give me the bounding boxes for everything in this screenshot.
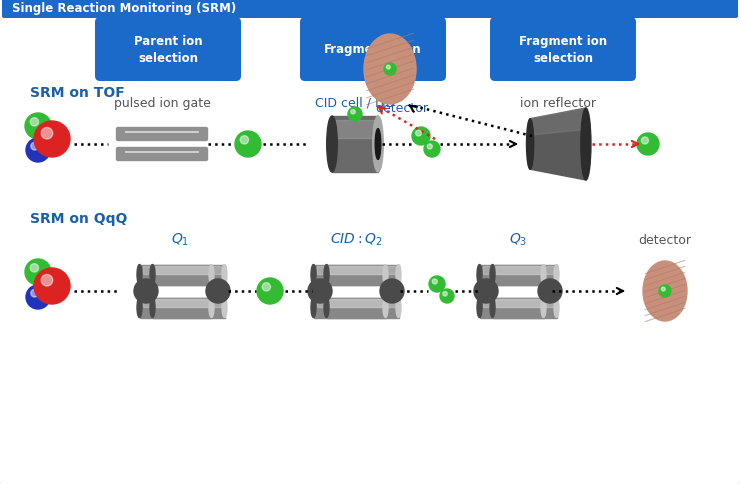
Ellipse shape	[209, 298, 214, 318]
Ellipse shape	[477, 265, 482, 285]
Text: CID cell / LID: CID cell / LID	[315, 97, 395, 110]
Bar	[493, 298, 556, 318]
Circle shape	[384, 64, 396, 76]
Circle shape	[30, 264, 38, 272]
Text: SRM on TOF: SRM on TOF	[30, 86, 125, 100]
Text: SRM on QqQ: SRM on QqQ	[30, 212, 127, 226]
Ellipse shape	[311, 298, 316, 318]
Bar	[317, 266, 383, 274]
Bar	[482, 266, 540, 274]
Text: $CID: Q_2$: $CID: Q_2$	[329, 231, 383, 248]
Bar	[496, 299, 554, 307]
Text: $Q_1$: $Q_1$	[171, 231, 189, 248]
Circle shape	[31, 290, 38, 297]
Text: Single Reaction Monitoring (SRM): Single Reaction Monitoring (SRM)	[12, 2, 236, 15]
Circle shape	[412, 128, 430, 146]
Bar	[326, 265, 399, 285]
Circle shape	[642, 137, 648, 145]
Ellipse shape	[383, 298, 388, 318]
Ellipse shape	[209, 265, 214, 285]
Bar	[140, 265, 212, 285]
Circle shape	[351, 110, 355, 115]
Text: Fragmentation: Fragmentation	[324, 44, 422, 56]
Bar	[496, 266, 554, 274]
Ellipse shape	[541, 298, 546, 318]
Ellipse shape	[150, 265, 155, 285]
Ellipse shape	[643, 261, 687, 321]
Bar	[152, 298, 224, 318]
Ellipse shape	[222, 265, 227, 285]
Ellipse shape	[150, 298, 155, 318]
Text: Parent ion
selection: Parent ion selection	[134, 35, 202, 65]
Text: detector: detector	[375, 102, 428, 115]
Ellipse shape	[324, 298, 329, 318]
Circle shape	[386, 66, 390, 70]
Ellipse shape	[364, 35, 416, 105]
Text: $Q_3$: $Q_3$	[509, 231, 527, 248]
Text: detector: detector	[639, 233, 691, 246]
Bar	[329, 299, 395, 307]
Bar	[329, 266, 395, 274]
Bar	[140, 298, 212, 318]
Bar	[480, 298, 543, 318]
FancyBboxPatch shape	[95, 18, 241, 82]
Circle shape	[25, 114, 51, 140]
Ellipse shape	[554, 298, 559, 318]
Ellipse shape	[375, 129, 381, 160]
Bar	[335, 121, 375, 139]
Circle shape	[134, 279, 158, 303]
Bar	[326, 298, 399, 318]
Circle shape	[25, 259, 51, 286]
Bar	[317, 299, 383, 307]
Ellipse shape	[383, 265, 388, 285]
Ellipse shape	[581, 109, 591, 181]
Bar	[314, 298, 386, 318]
Bar	[314, 265, 386, 285]
Circle shape	[206, 279, 230, 303]
Bar	[480, 265, 543, 285]
Ellipse shape	[137, 265, 142, 285]
Circle shape	[380, 279, 404, 303]
Bar	[493, 265, 556, 285]
Ellipse shape	[554, 265, 559, 285]
Bar	[152, 265, 224, 285]
Polygon shape	[530, 109, 586, 181]
Circle shape	[308, 279, 332, 303]
Ellipse shape	[311, 265, 316, 285]
Circle shape	[262, 283, 271, 291]
Circle shape	[41, 128, 53, 140]
Polygon shape	[530, 109, 586, 136]
Text: Fragment ion
selection: Fragment ion selection	[519, 35, 607, 65]
Circle shape	[26, 286, 50, 309]
Bar	[332, 117, 378, 173]
Circle shape	[34, 122, 70, 158]
Circle shape	[427, 145, 432, 150]
Circle shape	[257, 278, 283, 304]
Bar	[155, 266, 221, 274]
FancyBboxPatch shape	[116, 128, 207, 141]
Bar	[143, 266, 209, 274]
Circle shape	[235, 132, 261, 158]
Ellipse shape	[526, 120, 534, 170]
Ellipse shape	[326, 117, 337, 173]
FancyBboxPatch shape	[490, 18, 636, 82]
Circle shape	[440, 289, 454, 303]
Circle shape	[26, 139, 50, 163]
Text: ion reflector: ion reflector	[520, 97, 596, 110]
Ellipse shape	[490, 298, 495, 318]
FancyBboxPatch shape	[116, 148, 207, 161]
Ellipse shape	[373, 117, 383, 173]
Bar	[155, 299, 221, 307]
Circle shape	[348, 108, 362, 122]
Ellipse shape	[324, 265, 329, 285]
Ellipse shape	[137, 298, 142, 318]
Circle shape	[41, 275, 53, 287]
Bar	[482, 299, 540, 307]
Text: pulsed ion gate: pulsed ion gate	[113, 97, 210, 110]
Circle shape	[443, 292, 447, 296]
Circle shape	[424, 142, 440, 158]
Ellipse shape	[396, 265, 401, 285]
Circle shape	[659, 286, 671, 297]
Circle shape	[240, 136, 249, 145]
